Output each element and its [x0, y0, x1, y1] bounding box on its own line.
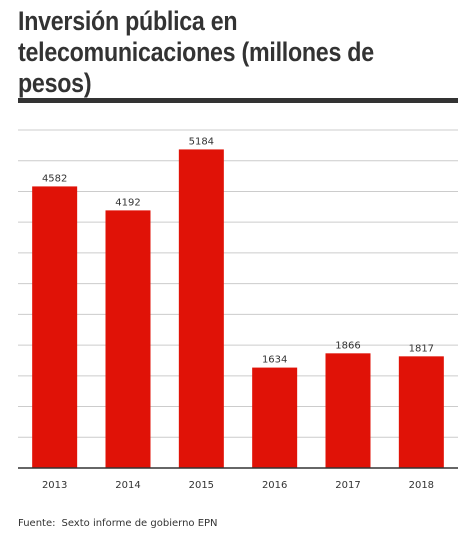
source-text: Sexto informe de gobierno EPN — [61, 518, 218, 529]
bar-2017 — [325, 353, 371, 468]
x-tick-labels: 2013 2014 2015 2016 2017 2018 — [42, 480, 434, 491]
value-label-2017: 1866 — [335, 340, 360, 351]
source-note: Fuente: Sexto informe de gobierno EPN — [18, 518, 218, 529]
value-label-2018: 1817 — [409, 343, 434, 354]
bar-2015 — [178, 149, 224, 469]
x-tick-2014: 2014 — [115, 480, 140, 491]
x-tick-2013: 2013 — [42, 480, 67, 491]
x-tick-2016: 2016 — [262, 480, 287, 491]
bar-2013 — [32, 186, 78, 468]
value-label-2014: 4192 — [115, 197, 140, 208]
value-labels: 4582 4192 5184 1634 1866 1817 — [42, 136, 434, 365]
source-label: Fuente: — [18, 518, 56, 529]
bar-2016 — [252, 367, 298, 468]
value-label-2016: 1634 — [262, 355, 287, 366]
title-underline — [18, 98, 458, 103]
bars — [32, 149, 444, 469]
value-label-2013: 4582 — [42, 173, 67, 184]
x-tick-2017: 2017 — [335, 480, 360, 491]
x-tick-2018: 2018 — [409, 480, 434, 491]
bar-2018 — [398, 356, 444, 468]
gridlines — [18, 129, 458, 438]
bar-2014 — [105, 210, 151, 468]
chart-title: Inversión pública en telecomunicaciones … — [18, 6, 374, 98]
x-tick-2015: 2015 — [189, 480, 214, 491]
value-label-2015: 5184 — [189, 136, 214, 147]
